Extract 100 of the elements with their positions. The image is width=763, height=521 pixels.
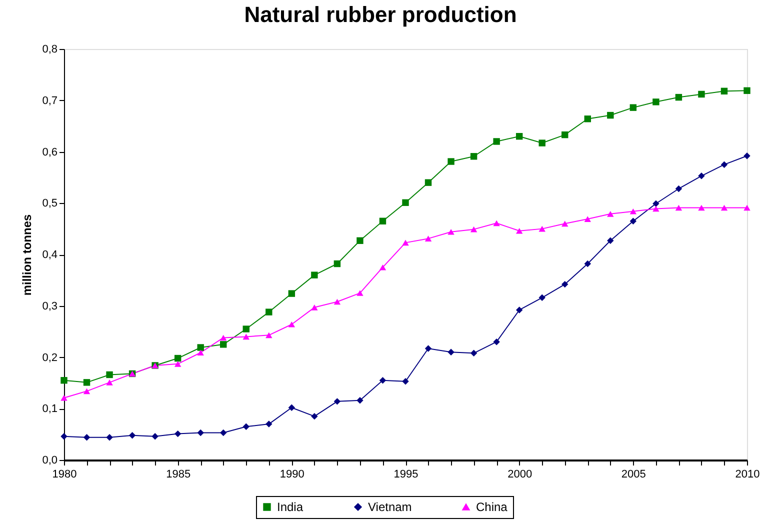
point: [106, 434, 113, 441]
point: [562, 131, 568, 138]
point: [356, 237, 364, 244]
point: [470, 153, 478, 160]
point: [562, 220, 568, 227]
point: [60, 377, 68, 384]
point: [266, 420, 272, 428]
point: [493, 220, 500, 226]
point: [652, 206, 660, 212]
y-tick-label: 0,5: [42, 198, 58, 210]
point: [266, 308, 272, 316]
point: [242, 326, 250, 332]
point: [379, 218, 386, 224]
point: [493, 338, 500, 346]
point: [356, 397, 364, 404]
point: [311, 412, 318, 420]
point: [356, 290, 364, 296]
point: [720, 204, 728, 211]
point: [698, 172, 705, 180]
point: [266, 332, 272, 338]
point: [448, 228, 454, 235]
point: [60, 433, 68, 440]
point: [311, 304, 318, 310]
y-tick-label: 0,7: [42, 94, 58, 107]
point: [242, 423, 250, 430]
point: [538, 226, 546, 232]
point: [334, 298, 341, 305]
point: [562, 280, 568, 288]
point: [424, 236, 432, 242]
point: [242, 334, 250, 340]
point: [720, 161, 728, 168]
point: [675, 204, 682, 211]
point: [607, 211, 614, 217]
point: [402, 199, 409, 206]
point: [584, 260, 591, 268]
point: [197, 429, 204, 436]
y-tick-label: 0,4: [42, 249, 58, 261]
point: [630, 218, 637, 224]
point: [516, 306, 523, 314]
y-tick-label: 0,8: [42, 44, 58, 56]
chart-title: Natural rubber production: [244, 2, 517, 27]
y-tick-label: 0,0: [42, 454, 58, 466]
point: [402, 378, 409, 385]
point: [698, 90, 705, 98]
x-tick-label: 1985: [166, 468, 191, 480]
point: [197, 350, 204, 356]
point: [288, 321, 296, 328]
x-tick-label: 2010: [735, 468, 760, 480]
point: [538, 140, 546, 146]
x-tick-label: 1995: [394, 468, 418, 480]
point: [152, 433, 158, 440]
y-tick-label: 0,2: [42, 352, 58, 364]
point: [83, 379, 90, 386]
point: [448, 348, 454, 356]
point: [720, 88, 728, 94]
point: [402, 240, 409, 246]
point: [220, 429, 227, 436]
point: [470, 226, 478, 232]
y-tick-label: 0,6: [42, 146, 58, 158]
point: [197, 344, 204, 351]
legend-label: India: [277, 500, 304, 514]
point: [128, 432, 136, 439]
legend-label: Vietnam: [368, 500, 412, 514]
x-tick-label: 2000: [508, 468, 532, 480]
x-tick-label: 1990: [280, 468, 304, 480]
point: [630, 208, 637, 214]
y-tick-label: 0,3: [42, 300, 58, 312]
point: [60, 394, 68, 401]
point: [630, 104, 637, 111]
point: [516, 228, 523, 234]
point: [334, 398, 341, 405]
point: [379, 264, 386, 270]
point: [424, 179, 432, 186]
point: [675, 185, 682, 192]
point: [311, 272, 318, 278]
point: [424, 345, 432, 352]
point: [607, 237, 614, 244]
point: [174, 361, 182, 367]
point: [744, 87, 750, 94]
point: [698, 204, 705, 211]
x-tick-label: 1980: [52, 468, 77, 480]
point: [288, 404, 296, 411]
point: [379, 377, 386, 384]
point: [83, 388, 90, 394]
point: [652, 200, 660, 207]
point: [584, 116, 591, 122]
point: [448, 158, 454, 165]
point: [220, 341, 227, 348]
legend-label: China: [476, 500, 508, 514]
point: [584, 216, 591, 222]
point: [106, 371, 113, 378]
point: [174, 354, 182, 362]
point: [516, 132, 523, 140]
point: [334, 260, 341, 268]
point: [493, 138, 500, 145]
point: [538, 294, 546, 302]
point: [607, 112, 614, 119]
point: [675, 94, 682, 101]
x-tick-label: 2005: [621, 468, 646, 480]
point: [220, 334, 227, 341]
